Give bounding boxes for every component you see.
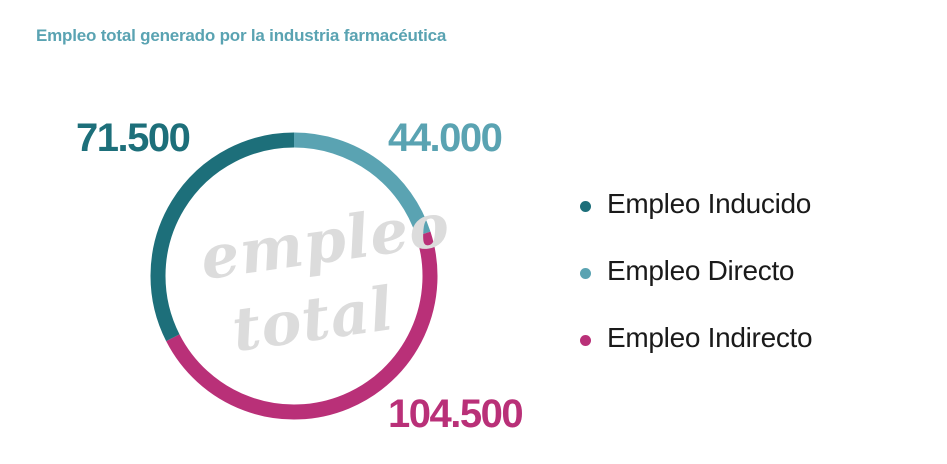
legend-dot-directo bbox=[580, 268, 591, 279]
legend-label-directo: Empleo Directo bbox=[607, 254, 795, 286]
legend-label-inducido: Empleo Inducido bbox=[607, 187, 812, 219]
value-label-directo: 44.000 bbox=[388, 116, 503, 160]
legend-item-indirecto: Empleo Indirecto bbox=[580, 304, 813, 371]
ring-segment-directo bbox=[293, 132, 431, 237]
legend-dot-indirecto bbox=[580, 335, 591, 346]
legend-item-inducido: Empleo Inducido bbox=[580, 170, 812, 237]
value-label-indirecto: 104.500 bbox=[388, 392, 524, 436]
value-label-inducido: 71.500 bbox=[76, 116, 191, 160]
ring-segment-indirecto bbox=[166, 231, 438, 420]
legend-label-indirecto: Empleo Indirecto bbox=[607, 321, 813, 353]
ring-segment-inducido bbox=[150, 132, 295, 342]
legend-dot-inducido bbox=[580, 201, 591, 212]
legend: Empleo Inducido Empleo Directo Empleo In… bbox=[580, 170, 813, 371]
chart-title: Empleo total generado por la industria f… bbox=[36, 26, 447, 45]
legend-item-directo: Empleo Directo bbox=[580, 237, 812, 304]
